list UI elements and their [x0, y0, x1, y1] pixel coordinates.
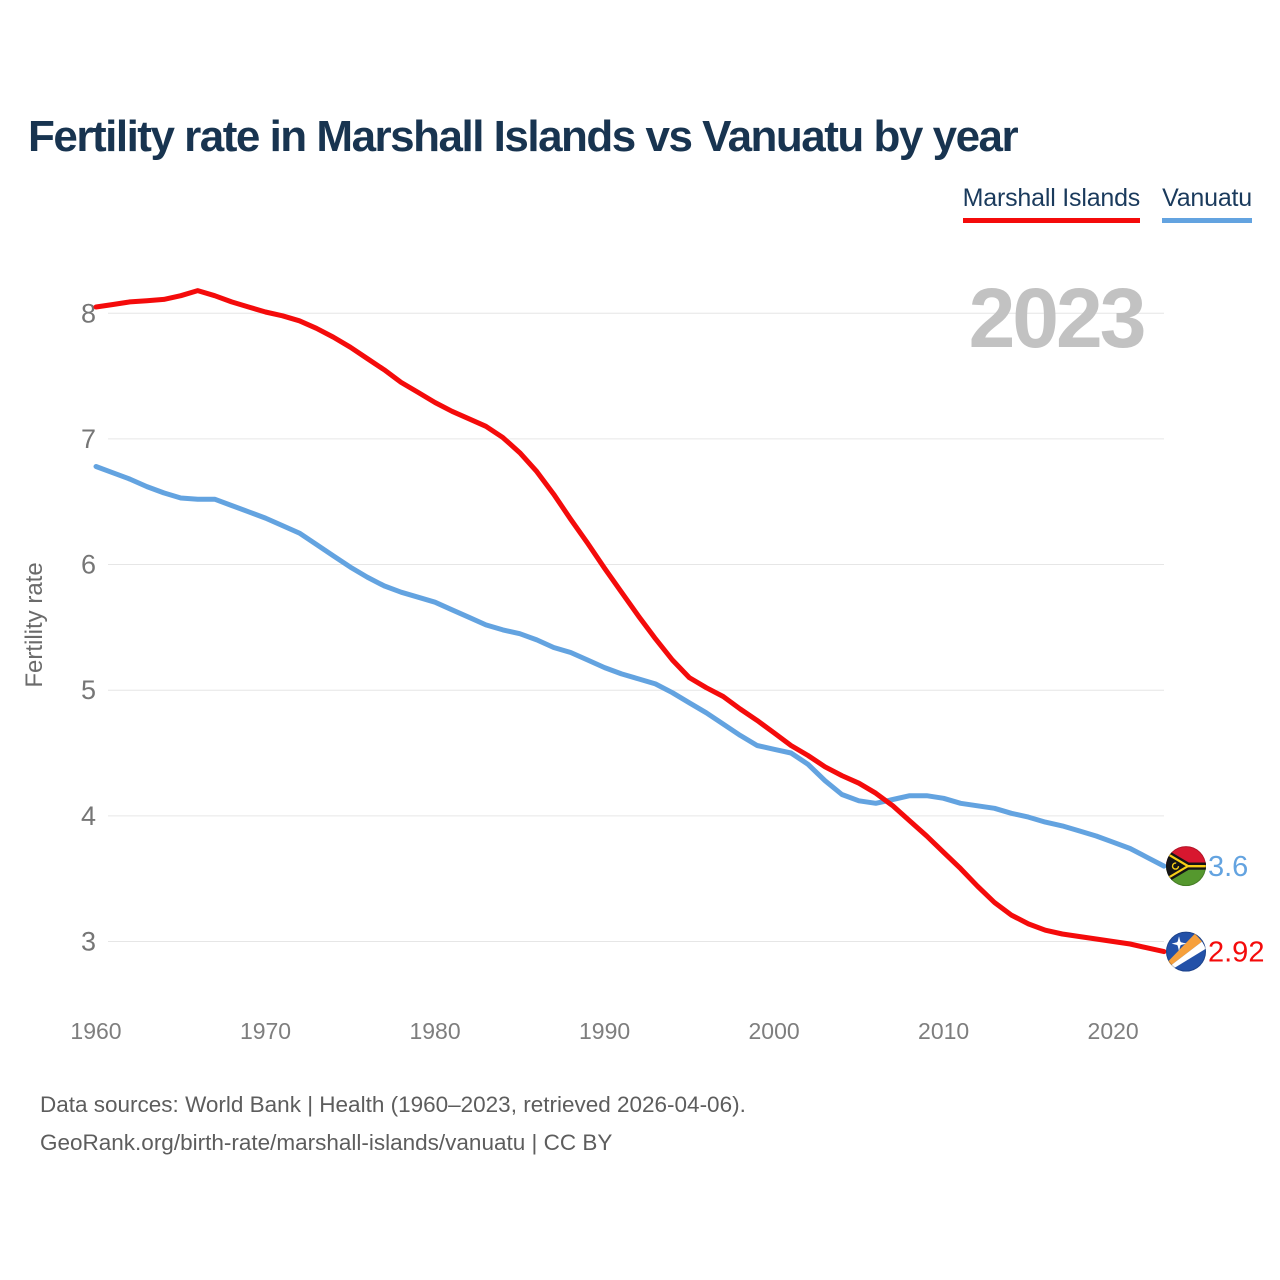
- legend-item-marshall-islands[interactable]: Marshall Islands: [962, 184, 1141, 223]
- marshall-islands-flag-icon: [1166, 931, 1206, 972]
- footer: Data sources: World Bank | Health (1960–…: [40, 1086, 746, 1162]
- x-tick-label: 1990: [579, 1018, 630, 1044]
- y-tick-label: 4: [81, 801, 96, 831]
- x-tick-label: 1980: [409, 1018, 460, 1044]
- end-value-vanuatu: 3.6: [1208, 851, 1248, 883]
- y-tick-label: 7: [81, 424, 96, 454]
- x-tick-label: 2020: [1088, 1018, 1139, 1044]
- year-watermark: 2023: [969, 271, 1144, 365]
- x-tick-label: 1960: [70, 1018, 121, 1044]
- y-axis-tick-labels: 8 7 6 5 4 3: [81, 298, 96, 956]
- series-lines: [93, 288, 1167, 955]
- line-vanuatu: [93, 464, 1167, 869]
- y-axis-title: Fertility rate: [21, 562, 48, 687]
- x-tick-label: 1970: [240, 1018, 291, 1044]
- page-title: Fertility rate in Marshall Islands vs Va…: [28, 112, 1019, 161]
- legend-item-vanuatu[interactable]: Vanuatu: [1162, 184, 1252, 223]
- gridlines: [108, 312, 1164, 942]
- y-tick-label: 8: [81, 298, 96, 328]
- x-tick-label: 2010: [918, 1018, 969, 1044]
- y-tick-label: 6: [81, 550, 96, 580]
- footer-sources-line: Data sources: World Bank | Health (1960–…: [40, 1092, 746, 1117]
- footer-attribution-line: GeoRank.org/birth-rate/marshall-islands/…: [40, 1130, 613, 1155]
- end-value-marshall-islands: 2.92: [1208, 937, 1264, 969]
- y-tick-label: 5: [81, 675, 96, 705]
- y-tick-label: 3: [81, 927, 96, 957]
- legend: Marshall Islands Vanuatu: [962, 184, 1252, 223]
- x-tick-label: 2000: [749, 1018, 800, 1044]
- line-marshall-islands: [93, 288, 1167, 955]
- x-axis-tick-labels: 1960 1970 1980 1990 2000 2010 2020: [70, 1018, 1138, 1044]
- vanuatu-flag-icon: [1166, 846, 1206, 887]
- legend-label: Marshall Islands: [962, 184, 1141, 212]
- legend-label: Vanuatu: [1162, 184, 1252, 212]
